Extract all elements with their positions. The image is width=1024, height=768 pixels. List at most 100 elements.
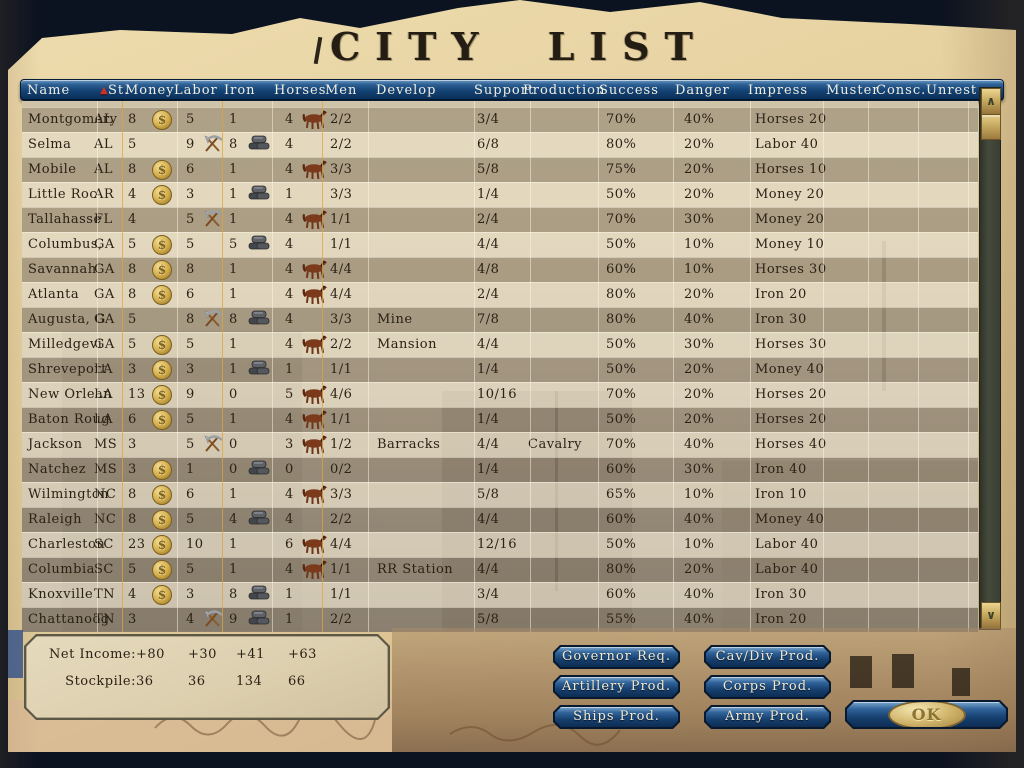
column-header-develop[interactable]: Develop (376, 83, 437, 98)
cell-labor: 5 (186, 337, 195, 352)
cell-money: 5 (128, 137, 137, 152)
cell-danger: 30% (684, 462, 715, 477)
governor-req-button[interactable]: Governor Req. (553, 645, 680, 669)
gold-coin-icon: $ (152, 560, 172, 580)
table-row[interactable]: Natchez MS 3 $1 0 0 0/2 1/4 60% 30% Iron 40 (22, 457, 978, 482)
table-row[interactable]: Montgomery AL 8 $5 1 4 2/2 3/4 70% 40% Horses 20 (22, 107, 978, 132)
horse-icon (301, 534, 327, 556)
table-row[interactable]: Savannah GA 8 $8 1 4 4/4 4/8 60% 10% Horses 30 (22, 257, 978, 282)
cav-div-prod-button[interactable]: Cav/Div Prod. (704, 645, 831, 669)
table-row[interactable]: Chattanoog TN 3 4 9 1 2/2 5/8 55% 40% Iron 20 (22, 607, 978, 632)
army-prod-button[interactable]: Army Prod. (704, 705, 831, 729)
title-ornament (313, 36, 323, 65)
cell-money: 8 (128, 487, 137, 502)
cell-danger: 20% (684, 387, 715, 402)
table-row[interactable]: Selma AL 5 9 8 4 2/2 6/8 80% 20% Labor 40 (22, 132, 978, 157)
table-row[interactable]: Columbus, GA 5 $5 5 4 1/1 4/4 50% 10% Money 10 (22, 232, 978, 257)
cell-support: 4/4 (477, 237, 500, 252)
cell-success: 55% (606, 612, 637, 627)
cell-support: 4/4 (477, 437, 500, 452)
column-header-name[interactable]: Name (27, 83, 71, 98)
column-header-st[interactable]: St. (108, 83, 130, 98)
army-prod-button-label[interactable]: Army Prod. (706, 707, 829, 727)
table-row[interactable]: Little Roc AR 4 $3 1 1 3/3 1/4 50% 20% Money 20 (22, 182, 978, 207)
cell-danger: 40% (684, 437, 715, 452)
table-row[interactable]: Knoxville TN 4 $3 8 1 1/1 3/4 60% 40% Iron 30 (22, 582, 978, 607)
table-row[interactable]: Raleigh NC 8 $5 4 4 2/2 4/4 60% 40% Money 40 (22, 507, 978, 532)
gold-coin-icon: $ (152, 235, 172, 255)
corps-prod-button[interactable]: Corps Prod. (704, 675, 831, 699)
table-row[interactable]: Baton Roug LA 6 $5 1 4 1/1 1/4 50% 20% Horses 20 (22, 407, 978, 432)
column-header-horses[interactable]: Horses (274, 83, 327, 98)
cell-state: AL (94, 137, 114, 152)
pick-and-shovel-icon (203, 609, 229, 631)
cell-city-name: Mobile (28, 162, 77, 177)
cell-state: MS (94, 437, 118, 452)
cell-city-name: Natchez (28, 462, 87, 477)
sort-ascending-icon[interactable]: ▲ (100, 85, 108, 96)
cell-success: 50% (606, 412, 637, 427)
artillery-prod-button-label[interactable]: Artillery Prod. (555, 677, 678, 697)
scroll-thumb[interactable] (981, 114, 1001, 140)
cell-state: AL (94, 162, 114, 177)
column-header-consc[interactable]: Consc. (876, 83, 927, 98)
column-header-muster[interactable]: Muster (826, 83, 880, 98)
cell-impress: Iron 30 (755, 312, 807, 327)
table-row[interactable]: New Orlean LA 13 $9 0 5 4/6 10/16 70% 20% Horses 2… (22, 382, 978, 407)
column-header-men[interactable]: Men (325, 83, 358, 98)
page-title: CITY LIST (330, 24, 708, 69)
ok-button-oval[interactable]: OK (887, 702, 966, 727)
table-row[interactable]: Augusta, G GA 5 8 8 4 3/3 Mine 7/8 80% 40% Iron 30 (22, 307, 978, 332)
cell-success: 80% (606, 562, 637, 577)
ok-button-face[interactable]: OK (847, 702, 1006, 727)
table-row[interactable]: Mobile AL 8 $6 1 4 3/3 5/8 75% 20% Horses 10 (22, 157, 978, 182)
artillery-prod-button[interactable]: Artillery Prod. (553, 675, 680, 699)
table-row[interactable]: Jackson MS 3 5 0 3 1/2 Barracks 4/4 Cavalry 70% 40%… (22, 432, 978, 457)
table-row[interactable]: Milledgevi GA 5 $5 1 4 2/2 Mansion 4/4 50% 30% Hors… (22, 332, 978, 357)
scrollbar[interactable]: ∧ ∨ (979, 87, 1001, 630)
cell-men: 2/2 (330, 512, 353, 527)
column-header-success[interactable]: Success (599, 83, 659, 98)
column-header-support[interactable]: Support (474, 83, 535, 98)
cell-success: 50% (606, 187, 637, 202)
net-income-value: +30 (188, 647, 217, 662)
cell-support: 5/8 (477, 162, 500, 177)
horse-icon (301, 434, 327, 456)
table-row[interactable]: Columbia SC 5 $5 1 4 1/1 RR Station 4/4 80% 20% Lab… (22, 557, 978, 582)
table-row[interactable]: Tallahasse FL 4 5 1 4 1/1 2/4 70% 30% Money 20 (22, 207, 978, 232)
cell-support: 5/8 (477, 612, 500, 627)
column-header-danger[interactable]: Danger (675, 83, 730, 98)
column-header-unrest[interactable]: Unrest (926, 83, 978, 98)
cell-success: 80% (606, 137, 637, 152)
cell-impress: Horses 40 (755, 437, 827, 452)
cell-impress: Money 40 (755, 512, 825, 527)
horse-icon (301, 384, 327, 406)
ships-prod-button[interactable]: Ships Prod. (553, 705, 680, 729)
ok-button[interactable]: OK (845, 700, 1008, 729)
scroll-up-button[interactable]: ∧ (981, 88, 1001, 115)
table-row[interactable]: Shreveport LA 3 $3 1 1 1/1 1/4 50% 20% Money 40 (22, 357, 978, 382)
corps-prod-button-label[interactable]: Corps Prod. (706, 677, 829, 697)
ships-prod-button-label[interactable]: Ships Prod. (555, 707, 678, 727)
scroll-down-button[interactable]: ∨ (981, 602, 1001, 629)
table-row[interactable]: Wilmington NC 8 $6 1 4 3/3 5/8 65% 10% Iron 10 (22, 482, 978, 507)
cell-production: Cavalry (528, 437, 583, 452)
table-row[interactable]: Atlanta GA 8 $6 1 4 4/4 2/4 80% 20% Iron 20 (22, 282, 978, 307)
cav-div-prod-button-label[interactable]: Cav/Div Prod. (706, 647, 829, 667)
column-header-impress[interactable]: Impress (748, 83, 809, 98)
column-header-money[interactable]: Money (125, 83, 175, 98)
cell-iron: 1 (229, 412, 238, 427)
governor-req-button-label[interactable]: Governor Req. (555, 647, 678, 667)
column-header-iron[interactable]: Iron (224, 83, 256, 98)
cell-danger: 20% (684, 187, 715, 202)
table-row[interactable]: Charleston SC 23 $10 1 6 4/4 12/16 50% 10% Labor 4… (22, 532, 978, 557)
cell-iron: 1 (229, 487, 238, 502)
cell-city-name: Montgomery (28, 112, 118, 127)
cell-iron: 1 (229, 287, 238, 302)
column-header-labor[interactable]: Labor (174, 83, 218, 98)
cell-labor: 6 (186, 162, 195, 177)
cell-labor: 5 (186, 512, 195, 527)
cell-support: 1/4 (477, 412, 500, 427)
cell-iron: 9 (229, 612, 238, 627)
column-header-production[interactable]: Production (523, 83, 606, 98)
